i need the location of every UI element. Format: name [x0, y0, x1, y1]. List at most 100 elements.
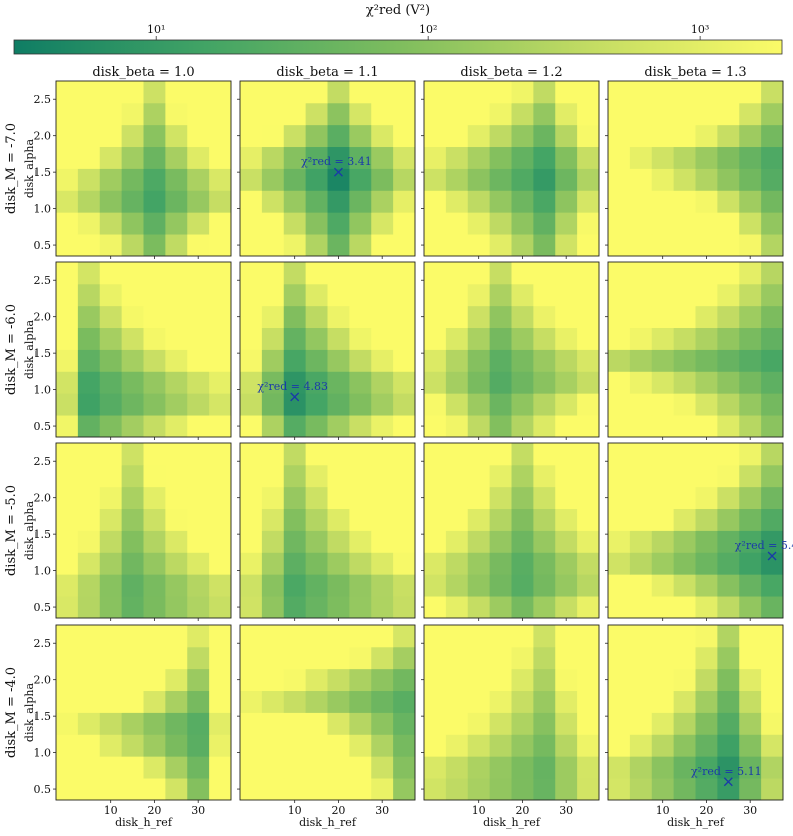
heatmap-cell: [651, 212, 675, 235]
heatmap-cell: [99, 690, 123, 713]
heatmap-cell: [349, 464, 372, 488]
heatmap-cell: [673, 443, 696, 466]
heatmap-cell: [489, 778, 512, 801]
heatmap-cell: [261, 124, 285, 148]
best-fit-annotation: χ²red = 3.41: [301, 155, 372, 168]
heatmap-cell: [629, 371, 653, 394]
heatmap-cell: [424, 712, 447, 735]
heatmap-cell: [467, 625, 491, 648]
heatmap-cell: [761, 508, 784, 531]
heatmap-cell: [555, 574, 578, 597]
heatmap-cell: [77, 443, 101, 466]
heatmap-cell: [261, 574, 285, 597]
heatmap-cell: [761, 486, 784, 510]
heatmap-cell: [739, 464, 762, 488]
y-tick-label: 2.5: [34, 637, 52, 650]
heatmap-cell: [511, 234, 534, 257]
heatmap-cell: [283, 262, 307, 285]
heatmap-cell: [717, 690, 740, 713]
heatmap-cell: [761, 371, 784, 394]
heatmap-cell: [305, 668, 328, 692]
heatmap-cell: [629, 756, 653, 779]
heatmap-cell: [651, 690, 675, 713]
heatmap-cell: [56, 146, 79, 169]
heatmap-cell: [349, 552, 372, 575]
heatmap-cell: [424, 646, 447, 670]
heatmap-cell: [99, 464, 123, 488]
heatmap-cell: [533, 690, 556, 713]
heatmap-cell: [739, 574, 762, 597]
heatmap-cell: [695, 646, 718, 670]
heatmap-cell: [283, 124, 307, 148]
heatmap-cell: [695, 262, 718, 285]
heatmap-cell: [445, 262, 469, 285]
heatmap-cell: [349, 508, 372, 531]
heatmap-cell: [77, 778, 101, 801]
heatmap-cell: [393, 393, 416, 416]
heatmap-cell: [629, 443, 653, 466]
heatmap-cell: [608, 415, 631, 438]
heatmap-cell: [371, 646, 394, 670]
heatmap-cell: [424, 146, 447, 169]
heatmap-cell: [187, 146, 210, 169]
heatmap-cell: [371, 262, 394, 285]
heatmap-cell: [77, 646, 101, 670]
heatmap-cell: [577, 146, 600, 169]
heatmap-cell: [467, 81, 491, 104]
heatmap-cell: [555, 625, 578, 648]
heatmap-cell: [673, 81, 696, 104]
heatmap-cell: [511, 212, 534, 235]
heatmap-cell: [349, 102, 372, 126]
heatmap-cell: [56, 734, 79, 757]
heatmap-panel: χ²red = 3.41: [237, 80, 416, 259]
heatmap-cell: [187, 262, 210, 285]
heatmap-cell: [608, 712, 631, 735]
heatmap-cell: [533, 234, 556, 257]
best-fit-annotation: χ²red = 5.49: [735, 539, 793, 552]
heatmap-cell: [673, 596, 696, 619]
heatmap-cell: [349, 305, 372, 329]
heatmap-cell: [717, 508, 740, 531]
heatmap-cell: [349, 756, 372, 779]
heatmap-cell: [327, 625, 350, 648]
heatmap-cell: [761, 393, 784, 416]
heatmap-cell: [143, 234, 166, 257]
heatmap-cell: [143, 305, 166, 329]
heatmap-cell: [424, 596, 447, 619]
heatmap-cell: [533, 508, 556, 531]
heatmap-cell: [121, 734, 144, 757]
heatmap-cell: [305, 508, 328, 531]
y-tick-label: 1.0: [34, 565, 52, 578]
heatmap-cell: [209, 234, 232, 257]
heatmap-cell: [349, 371, 372, 394]
heatmap-cell: [349, 668, 372, 692]
heatmap-cell: [673, 668, 696, 692]
best-fit-marker: [723, 777, 733, 787]
heatmap-cell: [717, 234, 740, 257]
heatmap-cell: [555, 102, 578, 126]
heatmap-cell: [77, 596, 101, 619]
heatmap-cell: [577, 124, 600, 148]
heatmap-cell: [717, 305, 740, 329]
heatmap-cell: [695, 327, 718, 350]
y-tick-label: 2.0: [34, 311, 52, 324]
heatmap-cell: [305, 552, 328, 575]
heatmap-cell: [283, 646, 307, 670]
heatmap-cell: [121, 756, 144, 779]
heatmap-cell: [327, 464, 350, 488]
y-axis-label: disk_alpha: [23, 319, 36, 379]
heatmap-cell: [424, 668, 447, 692]
heatmap-cell: [99, 756, 123, 779]
heatmap-cell: [187, 596, 210, 619]
heatmap-cell: [371, 530, 394, 553]
panel-frame: [239, 624, 416, 801]
heatmap-cell: [240, 778, 263, 801]
heatmap-cell: [187, 530, 210, 553]
heatmap-cell: [165, 102, 188, 126]
heatmap-cell: [608, 327, 631, 350]
heatmap-cell: [393, 262, 416, 285]
y-tick-label: 1.5: [34, 528, 52, 541]
heatmap-cell: [165, 778, 188, 801]
heatmap-cell: [121, 530, 144, 553]
heatmap-cell: [371, 778, 394, 801]
